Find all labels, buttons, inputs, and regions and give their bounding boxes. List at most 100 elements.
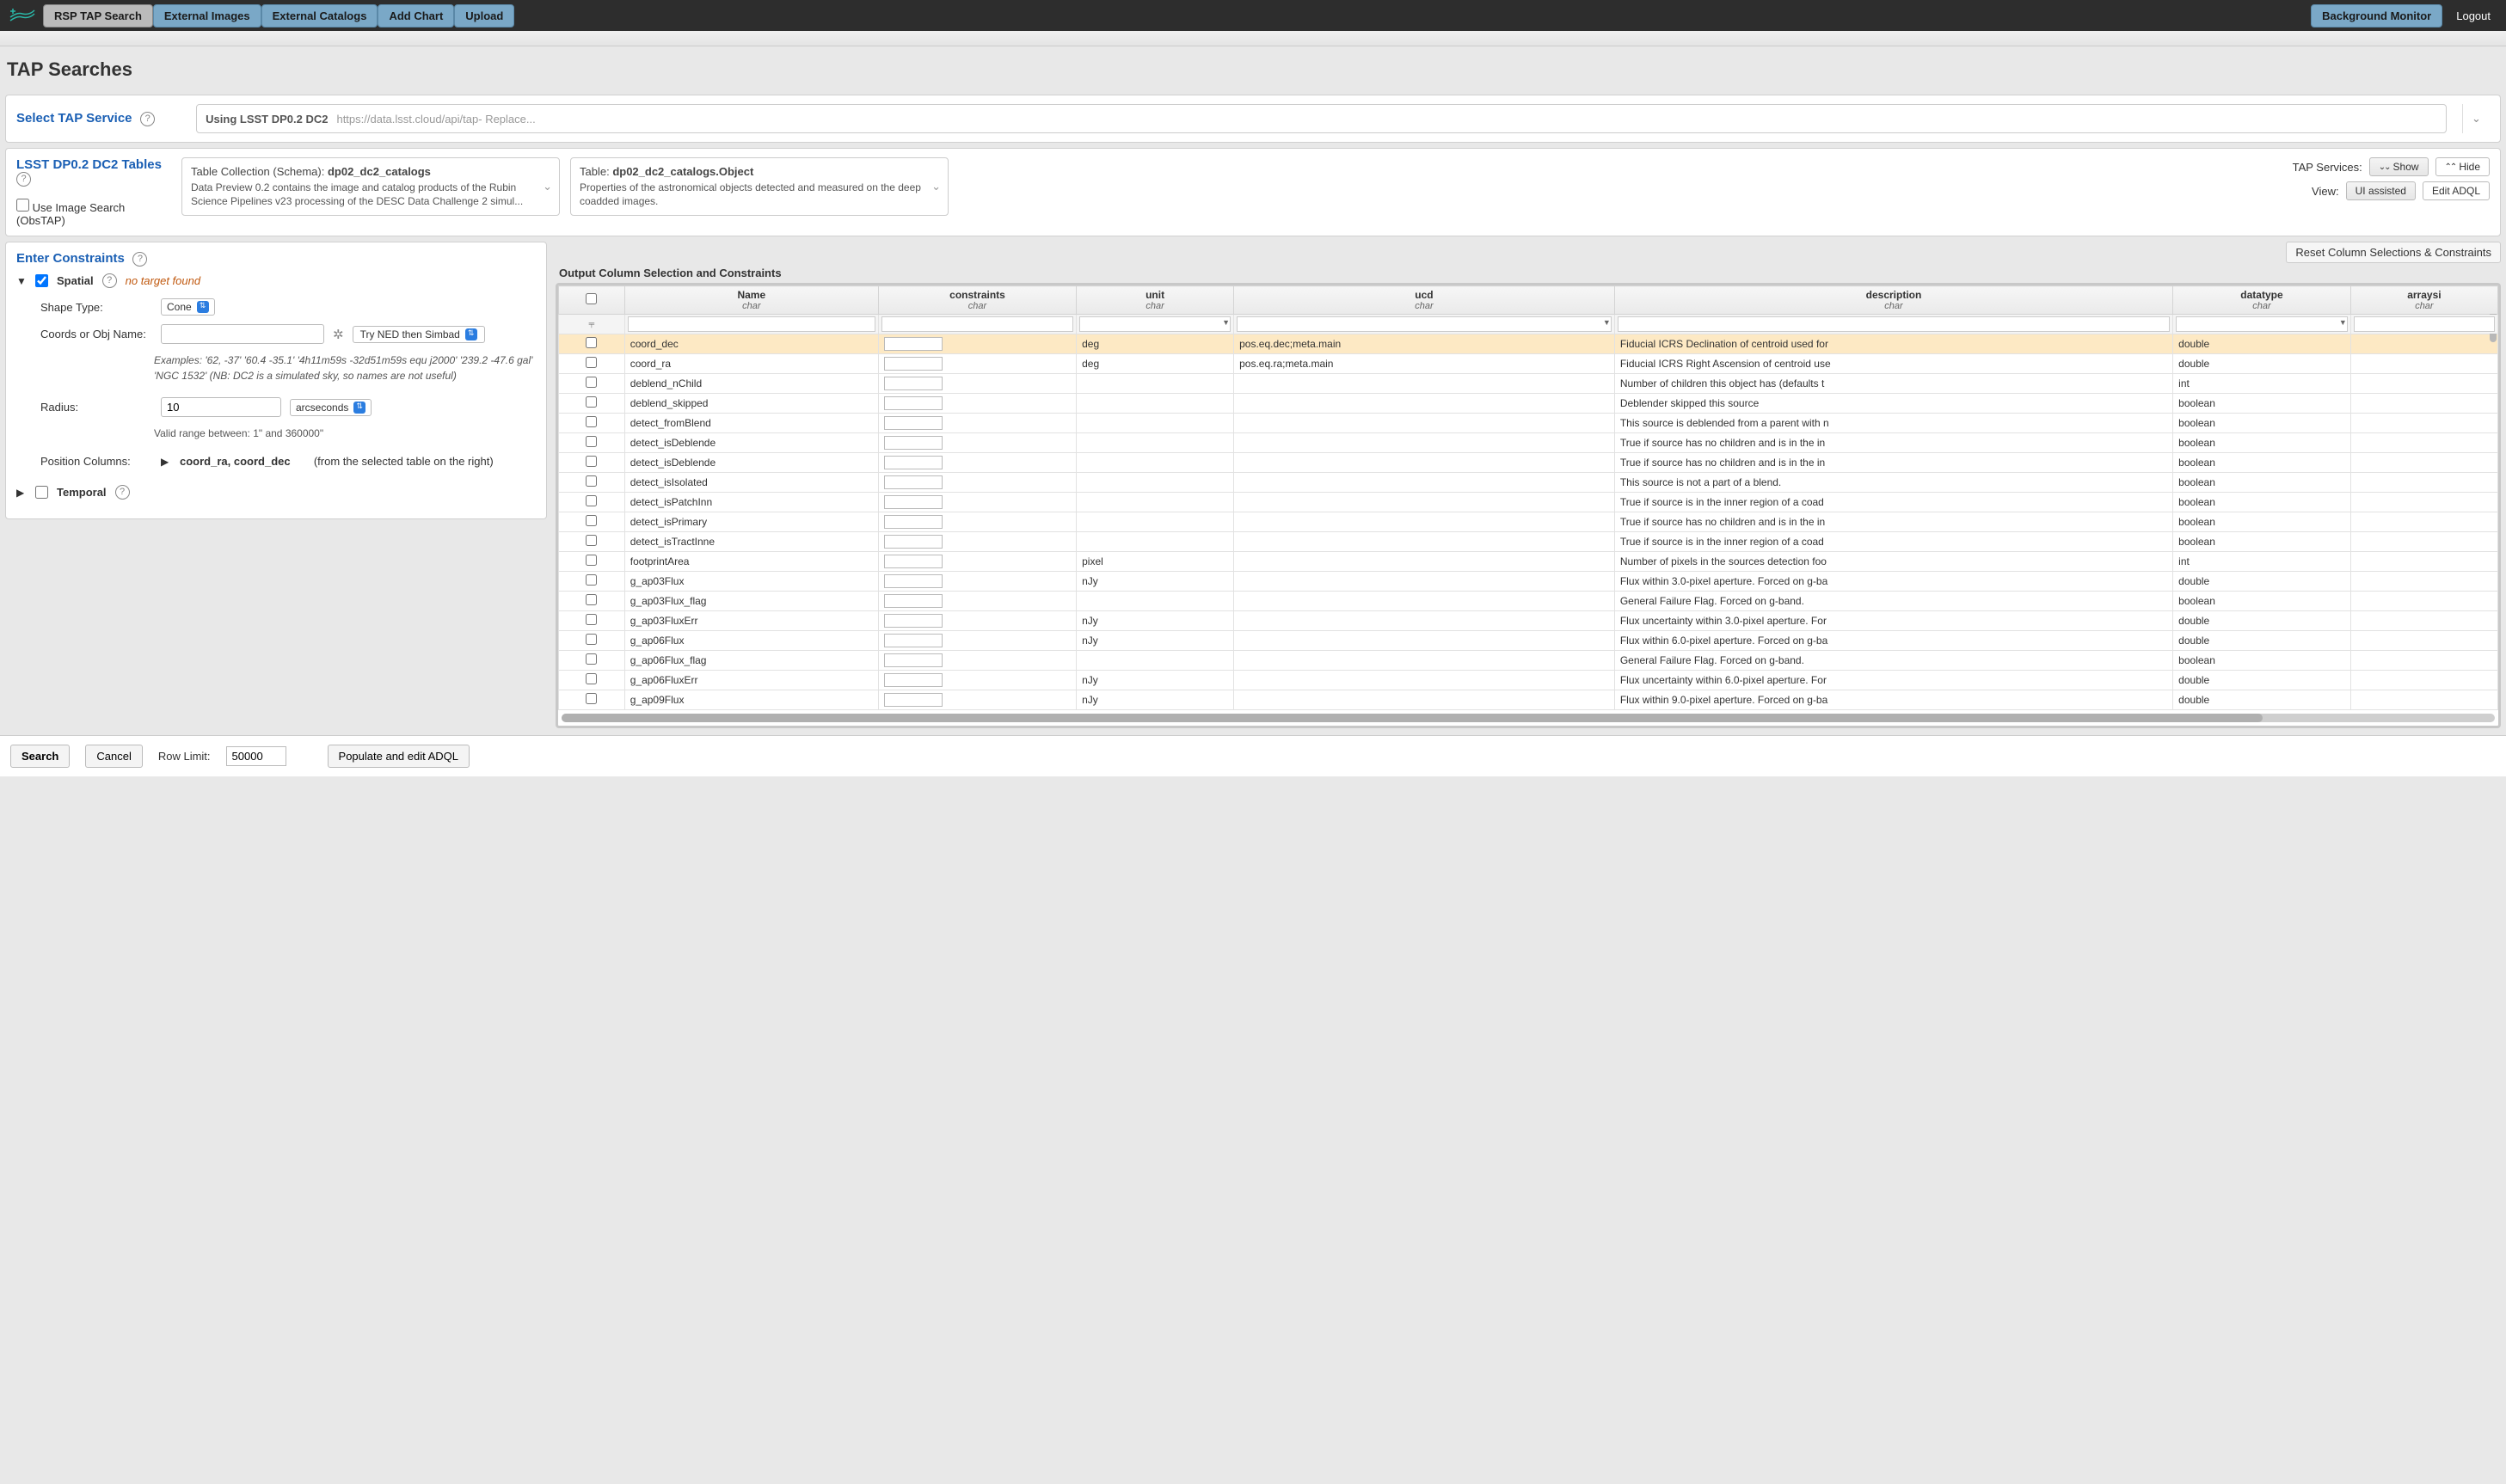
use-image-search-checkbox[interactable] <box>16 199 29 212</box>
table-row[interactable]: detect_isDeblendeTrue if source has no c… <box>559 433 2498 453</box>
temporal-checkbox[interactable] <box>35 486 48 499</box>
constraint-input[interactable] <box>884 436 943 450</box>
constraint-input[interactable] <box>884 614 943 628</box>
table-row[interactable]: coord_radegpos.eq.ra;meta.mainFiducial I… <box>559 354 2498 374</box>
nav-external-images-button[interactable]: External Images <box>153 4 261 28</box>
nav-upload-button[interactable]: Upload <box>454 4 514 28</box>
constraint-input[interactable] <box>884 337 943 351</box>
row-checkbox[interactable] <box>586 634 597 645</box>
table-row[interactable]: deblend_skippedDeblender skipped this so… <box>559 394 2498 414</box>
row-checkbox[interactable] <box>586 535 597 546</box>
constraint-input[interactable] <box>884 634 943 647</box>
column-header-description[interactable]: descriptionchar <box>1614 286 2172 315</box>
chevron-down-icon[interactable]: ▼ <box>2339 318 2347 327</box>
row-checkbox[interactable] <box>586 653 597 665</box>
row-checkbox[interactable] <box>586 416 597 427</box>
row-checkbox[interactable] <box>586 357 597 368</box>
table-row[interactable]: coord_decdegpos.eq.dec;meta.mainFiducial… <box>559 334 2498 354</box>
help-icon[interactable]: ? <box>16 172 31 187</box>
table-row[interactable]: g_ap03FluxnJyFlux within 3.0-pixel apert… <box>559 572 2498 592</box>
row-checkbox[interactable] <box>586 456 597 467</box>
search-button[interactable]: Search <box>10 745 70 768</box>
constraint-input[interactable] <box>884 357 943 371</box>
column-header-ucd[interactable]: ucdchar <box>1234 286 1615 315</box>
table-row[interactable]: detect_isPrimaryTrue if source has no ch… <box>559 512 2498 532</box>
background-monitor-button[interactable]: Background Monitor <box>2311 4 2442 28</box>
nav-add-chart-button[interactable]: Add Chart <box>378 4 454 28</box>
constraint-input[interactable] <box>884 377 943 390</box>
table-row[interactable]: detect_isPatchInnTrue if source is in th… <box>559 493 2498 512</box>
help-icon[interactable]: ? <box>102 273 117 288</box>
filter-icon[interactable]: ⫧ <box>588 317 594 330</box>
chevron-down-icon[interactable]: ▼ <box>1603 318 1611 327</box>
table-row[interactable]: g_ap06FluxnJyFlux within 6.0-pixel apert… <box>559 631 2498 651</box>
logout-link[interactable]: Logout <box>2448 9 2499 22</box>
try-ned-simbad-button[interactable]: Try NED then Simbad <box>353 326 485 343</box>
row-checkbox[interactable] <box>586 377 597 388</box>
select-all-checkbox[interactable] <box>586 293 597 304</box>
constraint-input[interactable] <box>884 574 943 588</box>
row-checkbox[interactable] <box>586 555 597 566</box>
tap-service-dropdown-icon[interactable]: ⌄ <box>2462 104 2490 133</box>
disclosure-triangle-icon[interactable]: ▼ <box>16 275 27 287</box>
constraint-input[interactable] <box>884 693 943 707</box>
table-row[interactable]: footprintAreapixelNumber of pixels in th… <box>559 552 2498 572</box>
column-header-constraints[interactable]: constraintschar <box>878 286 1076 315</box>
row-checkbox[interactable] <box>586 574 597 586</box>
tap-service-selector[interactable]: Using LSST DP0.2 DC2 https://data.lsst.c… <box>196 104 2447 133</box>
disclosure-triangle-icon[interactable]: ▶ <box>161 456 171 468</box>
table-row[interactable]: g_ap03FluxErrnJyFlux uncertainty within … <box>559 611 2498 631</box>
row-checkbox[interactable] <box>586 337 597 348</box>
help-icon[interactable]: ? <box>140 112 155 126</box>
reset-columns-button[interactable]: Reset Column Selections & Constraints <box>2286 242 2501 263</box>
table-row[interactable]: detect_isTractInneTrue if source is in t… <box>559 532 2498 552</box>
table-row[interactable]: deblend_nChildNumber of children this ob… <box>559 374 2498 394</box>
radius-input[interactable] <box>161 397 281 417</box>
constraint-input[interactable] <box>884 396 943 410</box>
row-checkbox[interactable] <box>586 693 597 704</box>
filter-input-constraints[interactable] <box>881 316 1073 332</box>
help-icon[interactable]: ? <box>115 485 130 500</box>
radius-unit-select[interactable]: arcseconds <box>290 399 372 416</box>
show-button[interactable]: ⌄⌄Show <box>2369 157 2429 176</box>
row-checkbox[interactable] <box>586 436 597 447</box>
filter-input-name[interactable] <box>628 316 875 332</box>
chevron-down-icon[interactable]: ⌄ <box>543 180 552 193</box>
horizontal-scrollbar[interactable] <box>562 714 2495 722</box>
row-checkbox[interactable] <box>586 495 597 506</box>
filter-input-arraysi[interactable] <box>2354 316 2495 332</box>
help-icon[interactable]: ? <box>132 252 147 267</box>
chevron-down-icon[interactable]: ⌄ <box>931 180 941 193</box>
row-checkbox[interactable] <box>586 594 597 605</box>
constraint-input[interactable] <box>884 515 943 529</box>
table-selector[interactable]: Table: dp02_dc2_catalogs.Object Properti… <box>570 157 949 216</box>
constraint-input[interactable] <box>884 416 943 430</box>
constraint-input[interactable] <box>884 456 943 469</box>
coords-input[interactable] <box>161 324 324 344</box>
constraint-input[interactable] <box>884 535 943 549</box>
table-row[interactable]: detect_isIsolatedThis source is not a pa… <box>559 473 2498 493</box>
table-row[interactable]: g_ap03Flux_flagGeneral Failure Flag. For… <box>559 592 2498 611</box>
constraint-input[interactable] <box>884 673 943 687</box>
table-row[interactable]: g_ap09FluxnJyFlux within 9.0-pixel apert… <box>559 690 2498 710</box>
row-limit-input[interactable] <box>226 746 286 766</box>
constraint-input[interactable] <box>884 594 943 608</box>
row-checkbox[interactable] <box>586 673 597 684</box>
row-checkbox[interactable] <box>586 614 597 625</box>
constraint-input[interactable] <box>884 555 943 568</box>
table-row[interactable]: g_ap06FluxErrnJyFlux uncertainty within … <box>559 671 2498 690</box>
filter-input-description[interactable] <box>1618 316 2170 332</box>
column-header-name[interactable]: Namechar <box>624 286 878 315</box>
ui-assisted-button[interactable]: UI assisted <box>2346 181 2416 200</box>
table-row[interactable]: detect_fromBlendThis source is deblended… <box>559 414 2498 433</box>
column-header-arraysi[interactable]: arraysichar <box>2350 286 2497 315</box>
constraint-input[interactable] <box>884 653 943 667</box>
table-row[interactable]: g_ap06Flux_flagGeneral Failure Flag. For… <box>559 651 2498 671</box>
cancel-button[interactable]: Cancel <box>85 745 142 768</box>
column-header-unit[interactable]: unitchar <box>1077 286 1234 315</box>
row-checkbox[interactable] <box>586 515 597 526</box>
filter-input-unit[interactable] <box>1079 316 1231 332</box>
filter-input-ucd[interactable] <box>1237 316 1612 332</box>
hide-button[interactable]: ⌃⌃Hide <box>2435 157 2490 176</box>
table-row[interactable]: detect_isDeblendeTrue if source has no c… <box>559 453 2498 473</box>
